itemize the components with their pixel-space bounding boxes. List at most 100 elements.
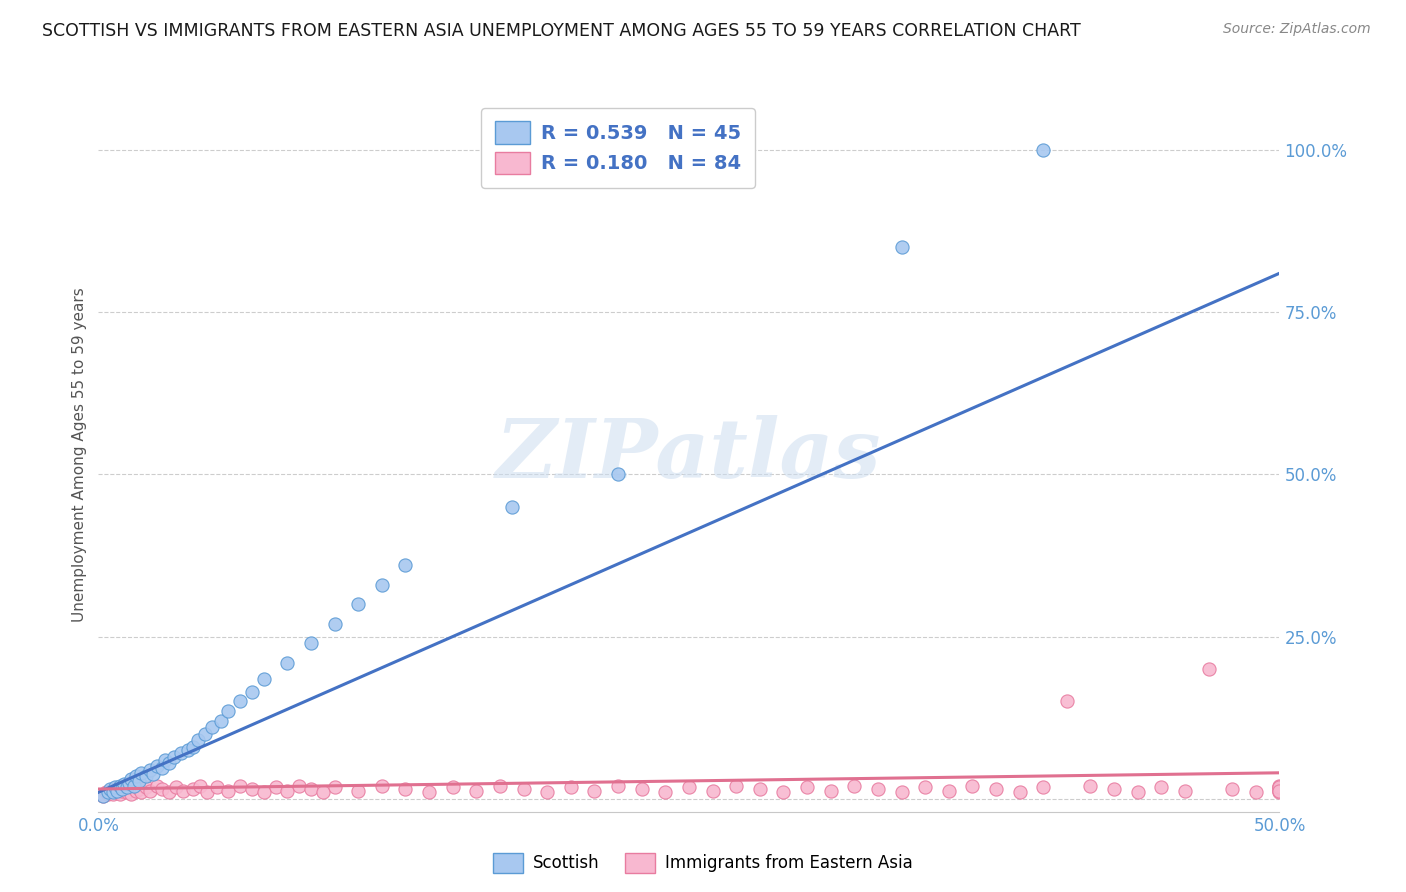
Point <box>217 784 239 798</box>
Point <box>264 780 287 794</box>
Point <box>1244 785 1267 799</box>
Point <box>512 782 534 797</box>
Point <box>125 769 148 783</box>
Point <box>187 733 209 747</box>
Point <box>702 784 724 798</box>
Point <box>101 787 124 801</box>
Point <box>101 785 124 799</box>
Legend: R = 0.539   N = 45, R = 0.180   N = 84: R = 0.539 N = 45, R = 0.180 N = 84 <box>481 108 755 187</box>
Point <box>323 780 346 794</box>
Point <box>748 782 770 797</box>
Point <box>607 467 630 482</box>
Point <box>108 779 131 793</box>
Point <box>240 782 263 797</box>
Point <box>772 785 794 799</box>
Point <box>128 773 150 788</box>
Point <box>97 785 120 799</box>
Point <box>890 240 912 254</box>
Point <box>115 785 138 799</box>
Point <box>129 765 152 780</box>
Point <box>146 759 169 773</box>
Legend: Scottish, Immigrants from Eastern Asia: Scottish, Immigrants from Eastern Asia <box>486 847 920 880</box>
Point <box>121 787 143 801</box>
Point <box>796 780 818 794</box>
Point <box>108 787 131 801</box>
Point <box>1220 782 1243 797</box>
Point <box>188 779 211 793</box>
Point <box>418 785 440 799</box>
Point <box>725 779 748 793</box>
Point <box>607 779 630 793</box>
Point <box>229 694 252 708</box>
Point <box>371 779 394 793</box>
Point <box>630 782 652 797</box>
Point <box>150 782 173 797</box>
Point <box>1198 662 1220 676</box>
Point <box>205 780 228 794</box>
Point <box>371 577 394 591</box>
Y-axis label: Unemployment Among Ages 55 to 59 years: Unemployment Among Ages 55 to 59 years <box>72 287 87 623</box>
Point <box>962 779 984 793</box>
Point <box>139 784 162 798</box>
Point <box>165 780 187 794</box>
Point <box>1032 780 1054 794</box>
Point <box>489 779 512 793</box>
Point <box>465 784 488 798</box>
Point <box>1268 784 1291 798</box>
Point <box>172 784 194 798</box>
Point <box>135 769 157 783</box>
Point <box>112 777 135 791</box>
Point <box>1126 785 1149 799</box>
Point <box>157 756 180 770</box>
Point <box>163 749 186 764</box>
Point <box>938 784 960 798</box>
Point <box>276 784 298 798</box>
Point <box>1102 782 1125 797</box>
Point <box>128 782 150 797</box>
Point <box>118 775 141 789</box>
Point <box>139 763 162 777</box>
Point <box>536 785 558 799</box>
Point <box>91 789 114 803</box>
Point <box>122 779 145 793</box>
Point <box>1032 143 1054 157</box>
Point <box>1268 785 1291 799</box>
Point <box>153 753 176 767</box>
Point <box>1268 779 1291 793</box>
Point <box>394 782 416 797</box>
Point <box>105 785 128 799</box>
Point <box>209 714 232 728</box>
Point <box>142 767 165 781</box>
Point <box>253 785 276 799</box>
Point <box>347 784 370 798</box>
Point <box>115 780 138 794</box>
Point <box>122 779 145 793</box>
Point <box>441 780 464 794</box>
Point <box>1008 785 1031 799</box>
Point <box>177 743 200 757</box>
Point <box>347 597 370 611</box>
Point <box>181 782 204 797</box>
Point <box>984 782 1007 797</box>
Point <box>229 779 252 793</box>
Point <box>94 785 117 799</box>
Point <box>146 779 169 793</box>
Point <box>1268 784 1291 798</box>
Point <box>111 784 134 798</box>
Point <box>394 558 416 573</box>
Point <box>112 782 135 797</box>
Point <box>299 636 322 650</box>
Point <box>654 785 676 799</box>
Point <box>288 779 311 793</box>
Point <box>1150 780 1173 794</box>
Point <box>121 772 143 787</box>
Point <box>104 780 127 794</box>
Point <box>323 616 346 631</box>
Point <box>583 784 606 798</box>
Point <box>1268 782 1291 797</box>
Point <box>501 500 523 514</box>
Text: SCOTTISH VS IMMIGRANTS FROM EASTERN ASIA UNEMPLOYMENT AMONG AGES 55 TO 59 YEARS : SCOTTISH VS IMMIGRANTS FROM EASTERN ASIA… <box>42 22 1081 40</box>
Point <box>253 672 276 686</box>
Point <box>844 779 866 793</box>
Point <box>129 785 152 799</box>
